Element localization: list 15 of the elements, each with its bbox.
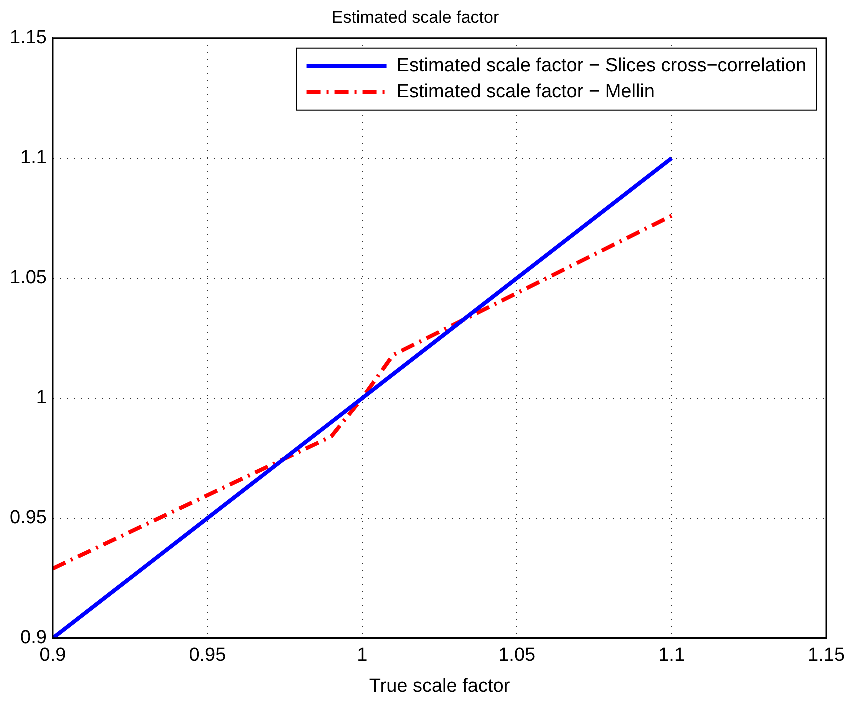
x-tick-label: 1.05 [498, 645, 536, 666]
legend-label: Estimated scale factor − Slices cross−correlation [396, 56, 807, 77]
y-tick-label: 0.95 [10, 508, 47, 529]
y-tick-label: 1 [36, 388, 47, 409]
x-tick-label: 1 [357, 645, 368, 666]
x-axis-title: True scale factor [369, 676, 511, 697]
x-tick-label: 1.1 [658, 645, 686, 666]
chart-title: Estimated scale factor [332, 8, 500, 27]
x-tick-label: 0.95 [189, 645, 226, 666]
x-tick-label: 1.15 [808, 645, 845, 666]
y-tick-label: 1.1 [20, 148, 47, 169]
y-tick-label: 1.15 [10, 28, 47, 49]
line-series [52, 214, 674, 571]
y-tick-label: 1.05 [10, 268, 47, 289]
legend-label: Estimated scale factor − Mellin [396, 82, 655, 103]
